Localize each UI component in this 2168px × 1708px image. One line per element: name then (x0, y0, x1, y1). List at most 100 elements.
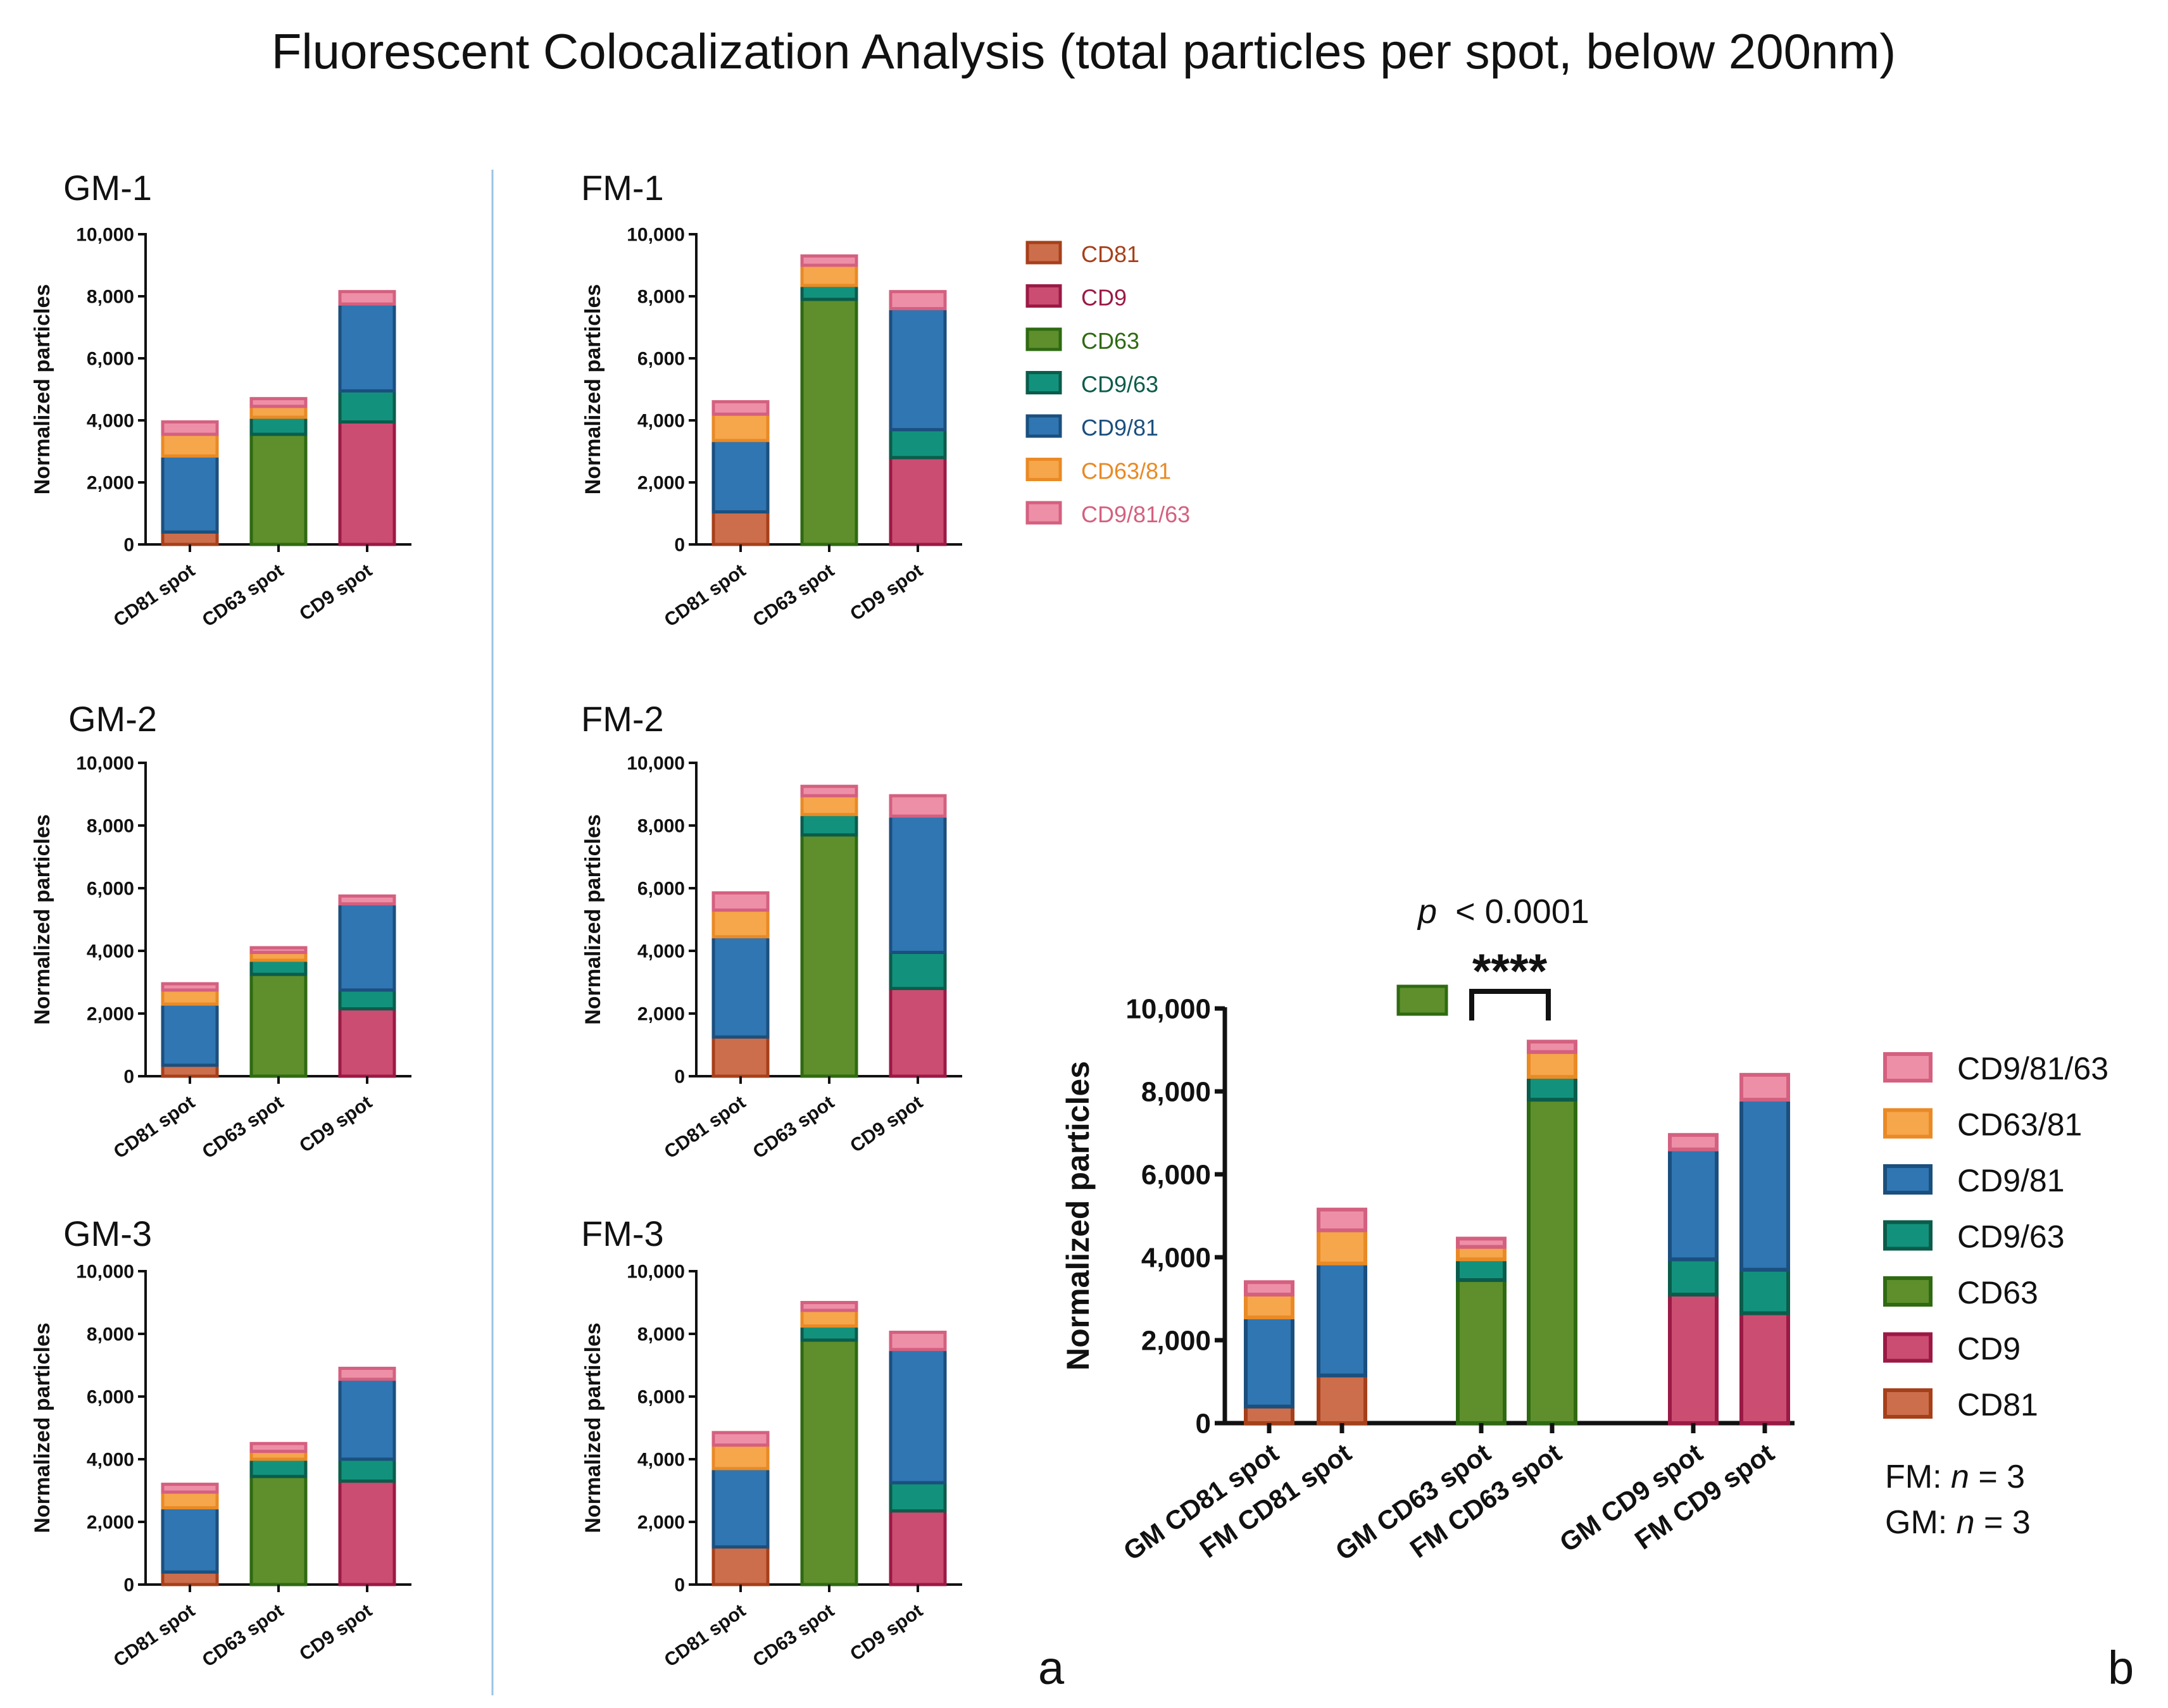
figure-title: Fluorescent Colocalization Analysis (tot… (272, 23, 1896, 79)
legend-label-cd9-81-63: CD9/81/63 (1081, 501, 1190, 527)
legend-label-cd9-81-63: CD9/81/63 (1957, 1051, 2108, 1086)
chart-title: FM-1 (581, 168, 664, 208)
bar-segment-cd9-81-cd9-spot (889, 1348, 947, 1485)
bar-segment-cd9-81-63-cd81-spot (161, 982, 219, 992)
bar-segment-cd63-81-cd81-spot (161, 988, 219, 1006)
legend-label-cd9-81: CD9/81 (1081, 415, 1158, 441)
bar-segment-cd9-81-63-cd81-spot (161, 420, 219, 436)
legend-panel-a: CD81 CD9 CD63 CD9/63 CD9/81 CD63/81 CD9/81/63 (1025, 241, 1190, 527)
bar-segment-cd81-cd81-spot (161, 1064, 219, 1078)
bar-segment-cd9-81-cd81-spot (161, 1002, 219, 1067)
y-tick-label: 0 (674, 1575, 685, 1596)
bar-segment-cd9-cd9-spot (889, 456, 947, 546)
bar-segment-cd81-cd81-spot (161, 1570, 219, 1586)
bar-segment-cd9-63-cd63-spot (800, 1324, 858, 1342)
bar-segment-cd9-81-63-cd63-spot (800, 784, 858, 798)
p-value-text: < 0.0001 (1455, 893, 1589, 931)
bar-segment-cd63-81-cd81-spot (711, 908, 770, 939)
bar-segment-cd63-81-cd81-spot (161, 1490, 219, 1510)
legend-label-cd9-81: CD9/81 (1957, 1163, 2065, 1198)
y-tick-label: 2,000 (87, 1512, 134, 1533)
bar-segment-cd9-81-fm-cd9-spot (1739, 1098, 1790, 1272)
legend-swatch-cd9-81 (1025, 414, 1062, 438)
legend-label-cd63-81: CD63/81 (1957, 1107, 2082, 1143)
bar-segment-cd9-81-cd9-spot (889, 307, 947, 432)
chart-title: GM-1 (63, 168, 152, 208)
legend-swatch-cd81 (1883, 1388, 1933, 1419)
y-tick-label: 10,000 (76, 753, 134, 774)
y-tick-label: 0 (674, 535, 685, 556)
bar-segment-cd9-81-63-fm-cd81-spot (1317, 1207, 1367, 1233)
legend-label-cd9-63: CD9/63 (1957, 1219, 2065, 1255)
panel-letter-a: a (1038, 1642, 1065, 1694)
bar-segment-cd9-81-63-gm-cd81-spot (1244, 1280, 1294, 1297)
legend-label-cd81: CD81 (1081, 241, 1139, 267)
bar-segment-cd63-81-cd63-spot (800, 1309, 858, 1328)
y-tick-label: 0 (123, 1067, 134, 1088)
legend-label-cd63: CD63 (1081, 328, 1139, 354)
bar-segment-cd9-81-cd81-spot (711, 439, 770, 514)
bar-segment-cd81-cd81-spot (711, 1035, 770, 1078)
bar-segment-cd9-63-gm-cd63-spot (1456, 1257, 1507, 1283)
bar-segment-cd63-81-cd81-spot (711, 1443, 770, 1471)
bar-segment-cd9-81-cd81-spot (711, 935, 770, 1039)
bar-segment-cd9-81-63-cd63-spot (800, 1301, 858, 1312)
chart-gm-2: GM-2 Normalized particles 0 2,000 4,000 6,000… (30, 699, 411, 1163)
bar-segment-cd9-63-cd9-spot (889, 428, 947, 460)
legend-swatch-cd9-63 (1883, 1220, 1933, 1251)
bar-segment-cd9-81-63-cd9-spot (889, 290, 947, 311)
bar-segment-cd9-63-fm-cd63-spot (1527, 1075, 1577, 1102)
bar-segment-cd9-81-63-cd9-spot (338, 290, 396, 306)
bar-segment-cd63-gm-cd63-spot (1456, 1278, 1507, 1426)
bar-segment-cd9-81-gm-cd81-spot (1244, 1315, 1294, 1409)
bar-segment-cd63-cd63-spot (800, 833, 858, 1078)
significance-bracket (1469, 989, 1551, 1020)
significance-annotation: p < 0.0001 **** (1396, 893, 1589, 1020)
y-tick-label: 6,000 (1141, 1159, 1211, 1190)
p-symbol: p (1417, 893, 1437, 931)
y-tick-label: 2,000 (1141, 1325, 1211, 1356)
bar-segment-cd63-81-gm-cd81-spot (1244, 1292, 1294, 1319)
legend-swatch-cd63 (1883, 1276, 1933, 1307)
y-tick-label: 8,000 (87, 287, 134, 308)
y-tick-label: 8,000 (87, 1324, 134, 1345)
y-axis-label: Normalized particles (30, 1322, 54, 1533)
y-tick-label: 6,000 (87, 349, 134, 370)
legend-swatch-cd9 (1883, 1332, 1933, 1363)
legend-label-cd9: CD9 (1957, 1331, 2021, 1367)
bar-segment-cd9-81-cd81-spot (711, 1467, 770, 1549)
bar-segment-cd9-81-63-cd63-spot (800, 254, 858, 267)
y-tick-label: 8,000 (637, 816, 685, 837)
bar-segment-cd9-81-cd9-spot (338, 1378, 396, 1461)
bar-segment-cd9-cd9-spot (338, 1007, 396, 1078)
bar-segment-cd9-81-63-cd63-spot (249, 946, 308, 954)
bar-segment-cd9-cd9-spot (889, 1509, 947, 1586)
bar-segment-cd9-81-63-fm-cd63-spot (1527, 1039, 1577, 1054)
bar-segment-cd81-gm-cd81-spot (1244, 1404, 1294, 1426)
bar-segment-cd9-81-cd81-spot (161, 454, 219, 534)
y-tick-label: 2,000 (637, 473, 685, 494)
y-tick-label: 8,000 (87, 816, 134, 837)
y-tick-label: 10,000 (627, 1262, 685, 1283)
bar-segment-cd63-cd63-spot (249, 972, 308, 1078)
y-tick-label: 4,000 (637, 1450, 685, 1471)
bar-segment-cd63-81-cd81-spot (711, 412, 770, 443)
y-axis-label: Normalized particles (30, 814, 54, 1025)
bar-segment-cd9-81-63-gm-cd9-spot (1668, 1133, 1719, 1152)
legend-swatch-cd63 (1025, 327, 1062, 351)
bar-segment-cd9-81-63-cd9-spot (889, 1331, 947, 1352)
y-tick-label: 6,000 (87, 879, 134, 900)
legend-label-cd9-63: CD9/63 (1081, 372, 1158, 398)
legend-label-cd9: CD9 (1081, 285, 1127, 311)
legend-label-cd81: CD81 (1957, 1387, 2038, 1422)
legend-swatch-cd9-81 (1883, 1164, 1933, 1195)
bar-segment-cd9-81-63-cd81-spot (711, 891, 770, 912)
bar-segment-cd9-cd9-spot (889, 986, 947, 1078)
y-tick-label: 8,000 (1141, 1076, 1211, 1107)
y-tick-label: 10,000 (627, 225, 685, 246)
chart-title: FM-3 (581, 1214, 664, 1253)
bar-segment-cd9-63-cd9-spot (338, 389, 396, 424)
y-tick-label: 6,000 (637, 879, 685, 900)
bar-segment-cd9-81-63-cd9-spot (338, 1366, 396, 1381)
legend-swatch-cd9-63 (1025, 371, 1062, 394)
